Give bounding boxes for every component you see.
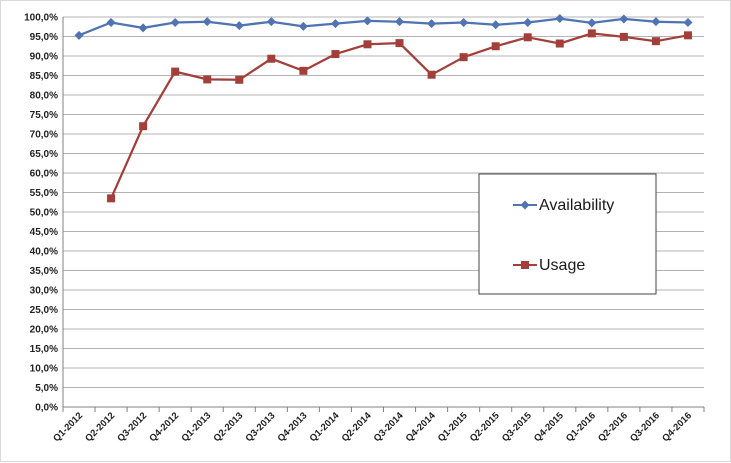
- data-point-availability: [683, 17, 693, 27]
- data-point-usage: [491, 42, 500, 51]
- y-tick-label: 90,0%: [30, 52, 58, 63]
- legend: Availability Usage: [478, 173, 657, 295]
- y-tick-labels: 0,0% 5,0% 10,0% 15,0% 20,0% 25,0% 30,0% 35,0% 40…: [24, 13, 58, 414]
- y-tick-label: 80,0%: [30, 91, 58, 102]
- y-tick-label: 95,0%: [30, 32, 58, 43]
- data-point-usage: [523, 33, 532, 42]
- data-point-availability: [202, 17, 212, 27]
- x-tick-label: Q4-2012: [147, 410, 181, 444]
- y-tick-label: 20,0%: [30, 325, 58, 336]
- x-tick-label: Q1-2012: [51, 410, 85, 444]
- data-point-usage: [331, 50, 340, 59]
- data-point-usage: [299, 66, 308, 75]
- data-point-usage: [267, 54, 276, 63]
- legend-marker-usage: [521, 261, 529, 269]
- x-tick-label: Q1-2013: [179, 410, 213, 444]
- data-point-availability: [234, 21, 244, 31]
- series: [74, 14, 693, 203]
- y-tick-label: 15,0%: [30, 344, 58, 355]
- x-tick-label: Q4-2013: [276, 410, 310, 444]
- y-tick-label: 35,0%: [30, 266, 58, 277]
- data-point-availability: [427, 19, 437, 29]
- axes: [62, 17, 705, 412]
- data-point-usage: [139, 122, 148, 131]
- x-tick-label: Q2-2014: [340, 410, 374, 444]
- data-point-usage: [619, 32, 628, 41]
- data-point-usage: [555, 39, 564, 48]
- legend-marker-availability: [520, 200, 530, 210]
- data-point-availability: [459, 17, 469, 27]
- data-point-usage: [459, 53, 468, 62]
- data-point-availability: [170, 17, 180, 27]
- y-tick-label: 45,0%: [30, 227, 58, 238]
- x-tick-label: Q1-2014: [308, 410, 342, 444]
- legend-box: [478, 173, 657, 295]
- x-tick-label: Q3-2016: [628, 410, 662, 444]
- x-tick-label: Q3-2012: [115, 410, 149, 444]
- y-tick-label: 75,0%: [30, 110, 58, 121]
- data-point-usage: [427, 70, 436, 79]
- data-point-availability: [138, 23, 148, 33]
- y-tick-label: 5,0%: [35, 383, 58, 394]
- series-availability: [74, 14, 693, 40]
- x-tick-label: Q1-2015: [436, 410, 470, 444]
- y-tick-label: 55,0%: [30, 188, 58, 199]
- x-tick-labels: Q1-2012Q2-2012Q3-2012Q4-2012Q1-2013Q2-20…: [51, 410, 694, 444]
- data-point-availability: [587, 18, 597, 28]
- data-point-usage: [683, 31, 692, 40]
- y-tick-label: 85,0%: [30, 71, 58, 82]
- data-point-usage: [203, 75, 212, 84]
- y-tick-label: 60,0%: [30, 169, 58, 180]
- x-tick-label: Q2-2013: [211, 410, 245, 444]
- y-tick-label: 70,0%: [30, 130, 58, 141]
- data-point-usage: [363, 40, 372, 49]
- x-tick-label: Q1-2016: [564, 410, 598, 444]
- data-point-usage: [107, 194, 116, 203]
- y-tick-label: 65,0%: [30, 149, 58, 160]
- y-tick-label: 40,0%: [30, 247, 58, 258]
- x-tick-label: Q3-2014: [372, 410, 406, 444]
- legend-label-availability: Availability: [539, 197, 614, 214]
- series-line-availability: [78, 17, 689, 37]
- y-tick-label: 25,0%: [30, 305, 58, 316]
- data-point-usage: [651, 37, 660, 46]
- data-point-availability: [362, 16, 372, 26]
- series-usage: [107, 29, 692, 203]
- x-tick-label: Q2-2012: [83, 410, 117, 444]
- y-tick-label: 30,0%: [30, 286, 58, 297]
- data-point-availability: [330, 19, 340, 29]
- data-point-availability: [619, 14, 629, 24]
- data-point-availability: [298, 21, 308, 31]
- data-point-availability: [395, 17, 405, 27]
- data-point-availability: [491, 20, 501, 30]
- y-tick-label: 10,0%: [30, 364, 58, 375]
- data-point-usage: [587, 29, 596, 38]
- x-tick-label: Q2-2016: [596, 410, 630, 444]
- x-tick-label: Q3-2013: [244, 410, 278, 444]
- data-point-usage: [235, 75, 244, 84]
- data-point-availability: [106, 17, 116, 27]
- x-tick-label: Q4-2015: [532, 410, 566, 444]
- x-tick-label: Q2-2015: [468, 410, 502, 444]
- data-point-availability: [555, 14, 565, 24]
- data-point-usage: [395, 39, 404, 48]
- x-tick-label: Q3-2015: [500, 410, 534, 444]
- legend-label-usage: Usage: [539, 257, 585, 274]
- data-point-availability: [266, 17, 276, 27]
- y-tick-label: 0,0%: [35, 403, 58, 414]
- x-tick-label: Q4-2016: [660, 410, 694, 444]
- gridlines: [63, 16, 704, 388]
- data-point-availability: [74, 30, 84, 40]
- data-point-usage: [171, 67, 180, 76]
- data-point-availability: [523, 17, 533, 27]
- y-tick-label: 50,0%: [30, 208, 58, 219]
- y-tick-label: 100,0%: [24, 13, 58, 24]
- data-point-availability: [651, 17, 661, 27]
- x-tick-label: Q4-2014: [404, 410, 438, 444]
